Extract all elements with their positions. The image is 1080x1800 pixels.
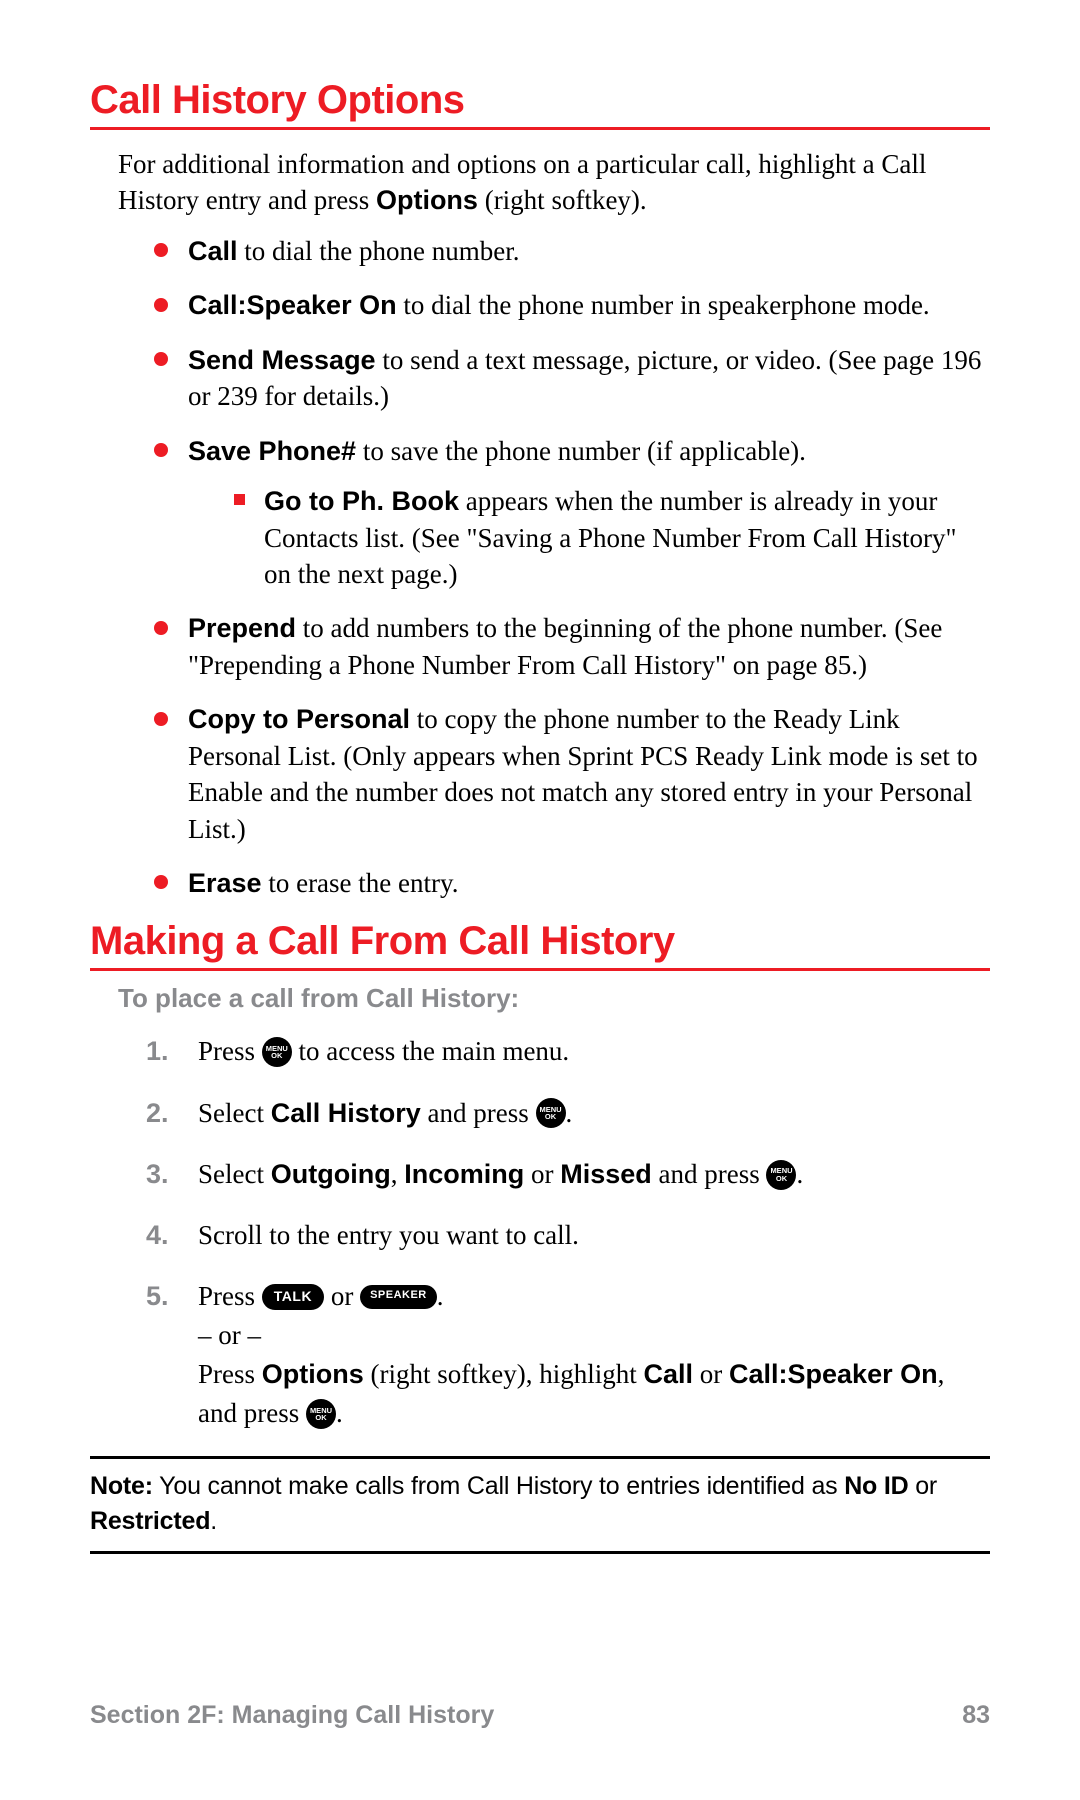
note-lead: Note:: [90, 1472, 153, 1500]
list-item-erase: Erase to erase the entry.: [154, 865, 990, 901]
step5-l2e: .: [336, 1398, 343, 1428]
step5-or: – or –: [198, 1320, 261, 1350]
menu-ok-icon: MENUOK: [262, 1037, 292, 1067]
footer-page-number: 83: [962, 1701, 990, 1730]
step-5: Press TALK or SPEAKER. – or – Press Opti…: [146, 1277, 990, 1434]
menu-ok-icon: MENUOK: [306, 1399, 336, 1429]
heading-call-history-options: Call History Options: [90, 78, 990, 123]
step3-after: .: [796, 1159, 803, 1189]
talk-icon: TALK: [262, 1284, 324, 1310]
heading-making-call: Making a Call From Call History: [90, 919, 990, 964]
text-erase: to erase the entry.: [262, 868, 459, 898]
term-speaker: Call:Speaker On: [188, 290, 397, 320]
list-item-prepend: Prepend to add numbers to the beginning …: [154, 610, 990, 683]
term-gotophbook: Go to Ph. Book: [264, 486, 459, 516]
list-item-copy: Copy to Personal to copy the phone numbe…: [154, 701, 990, 847]
step3-incoming: Incoming: [404, 1159, 524, 1189]
note-rule-bottom: [90, 1551, 990, 1554]
step5-l2a: Press: [198, 1359, 262, 1389]
term-call: Call: [188, 236, 238, 266]
step2-mid: and press: [421, 1098, 536, 1128]
page-footer: Section 2F: Managing Call History 83: [90, 1701, 990, 1730]
heading-rule-1: [90, 127, 990, 130]
list-item-speaker: Call:Speaker On to dial the phone number…: [154, 287, 990, 323]
step4-text: Scroll to the entry you want to call.: [198, 1220, 579, 1250]
note-rule-top: [90, 1456, 990, 1459]
sublist-savephone: Go to Ph. Book appears when the number i…: [234, 483, 990, 592]
step3-before: Select: [198, 1159, 271, 1189]
list-item-call: Call to dial the phone number.: [154, 233, 990, 269]
intro-bold-options: Options: [376, 185, 478, 215]
note-t2: or: [908, 1472, 937, 1500]
heading-rule-2: [90, 968, 990, 971]
step5-callspeaker: Call:Speaker On: [729, 1359, 938, 1389]
step3-sep2: or: [524, 1159, 560, 1189]
options-list: Call to dial the phone number. Call:Spea…: [154, 233, 990, 902]
badge-ok: OK: [271, 1052, 282, 1060]
step1-after: to access the main menu.: [292, 1036, 569, 1066]
step-4: Scroll to the entry you want to call.: [146, 1216, 990, 1255]
footer-section-label: Section 2F: Managing Call History: [90, 1701, 494, 1730]
step3-mid: and press: [652, 1159, 767, 1189]
note-paragraph: Note: You cannot make calls from Call Hi…: [90, 1469, 990, 1539]
step5-before: Press: [198, 1281, 262, 1311]
sublist-item-gotophbook: Go to Ph. Book appears when the number i…: [234, 483, 990, 592]
speaker-icon: SPEAKER: [360, 1285, 437, 1309]
step3-sep1: ,: [391, 1159, 405, 1189]
badge-ok: OK: [315, 1414, 326, 1422]
list-item-savephone: Save Phone# to save the phone number (if…: [154, 433, 990, 593]
term-erase: Erase: [188, 868, 262, 898]
steps-list: Press MENUOK to access the main menu. Se…: [146, 1032, 990, 1433]
term-savephone: Save Phone#: [188, 436, 356, 466]
intro-paragraph: For additional information and options o…: [118, 146, 990, 219]
step2-callhistory: Call History: [271, 1098, 421, 1128]
badge-ok: OK: [776, 1175, 787, 1183]
step2-before: Select: [198, 1098, 271, 1128]
step-1: Press MENUOK to access the main menu.: [146, 1032, 990, 1071]
step3-missed: Missed: [560, 1159, 652, 1189]
text-call: to dial the phone number.: [238, 236, 520, 266]
step5-call: Call: [643, 1359, 693, 1389]
term-prepend: Prepend: [188, 613, 296, 643]
step1-before: Press: [198, 1036, 262, 1066]
step-3: Select Outgoing, Incoming or Missed and …: [146, 1155, 990, 1194]
badge-ok: OK: [545, 1113, 556, 1121]
text-prepend: to add numbers to the beginning of the p…: [188, 613, 942, 679]
subhead-place-call: To place a call from Call History:: [118, 983, 990, 1014]
note-t3: .: [210, 1507, 217, 1535]
step2-after: .: [566, 1098, 573, 1128]
term-sendmsg: Send Message: [188, 345, 376, 375]
term-copy: Copy to Personal: [188, 704, 410, 734]
menu-ok-icon: MENUOK: [536, 1098, 566, 1128]
step5-sep: or: [324, 1281, 360, 1311]
step-2: Select Call History and press MENUOK.: [146, 1094, 990, 1133]
list-item-sendmsg: Send Message to send a text message, pic…: [154, 342, 990, 415]
step5-after-badges: .: [437, 1281, 444, 1311]
note-t1: You cannot make calls from Call History …: [153, 1472, 844, 1500]
note-restricted: Restricted: [90, 1507, 210, 1535]
text-savephone: to save the phone number (if applicable)…: [356, 436, 806, 466]
menu-ok-icon: MENUOK: [766, 1160, 796, 1190]
note-noid: No ID: [844, 1472, 908, 1500]
step3-outgoing: Outgoing: [271, 1159, 391, 1189]
text-speaker: to dial the phone number in speakerphone…: [397, 290, 930, 320]
step5-l2c: or: [693, 1359, 729, 1389]
step5-options: Options: [262, 1359, 364, 1389]
step5-l2b: (right softkey), highlight: [364, 1359, 644, 1389]
intro-text-after: (right softkey).: [478, 185, 647, 215]
